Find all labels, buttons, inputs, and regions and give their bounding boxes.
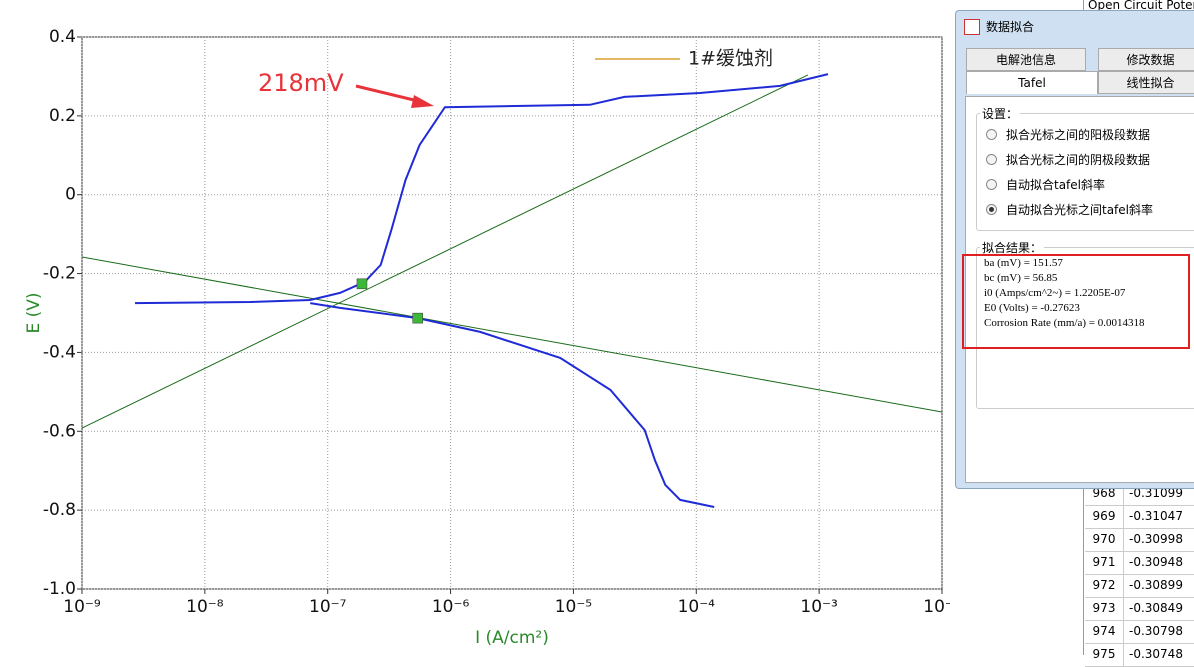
table-row: 973 -0.30849 [1085,597,1194,621]
tab-panel: 设置： 拟合光标之间的阳极段数据 拟合光标之间的阴极段数据 自动拟合tafel斜率自… [965,96,1194,483]
y-tick-label: -0.2 [43,264,76,284]
settings-label: 设置： [980,105,1021,122]
option-label[interactable]: 拟合光标之间的阳极段数据 [1006,128,1151,142]
row-value: -0.30849 [1129,601,1183,615]
table-row: 975 -0.30748 [1085,643,1194,667]
y-tick-label: -1.0 [43,579,76,599]
x-tick-label: 10⁻³ [800,597,837,617]
legend-label: 1#缓蚀剂 [688,48,773,70]
row-value: -0.30899 [1129,578,1183,592]
options: 拟合光标之间的阳极段数据 拟合光标之间的阴极段数据 自动拟合tafel斜率自动拟合光… [976,113,1194,233]
y-tick-label: 0 [65,185,76,205]
chart: -1.0 -0.8 -0.6 -0.4 -0.2 0 0.2 0.4 10⁻⁹ 10⁻⁸ 10⁻⁷ 1… [24,27,950,648]
x-tick-label: 10⁻² [923,597,950,617]
x-axis-label: I (A/cm²) [475,628,549,648]
row-index: 974 [1085,620,1124,643]
x-tick-label: 10⁻⁷ [309,597,347,617]
row-value: -0.30998 [1129,532,1183,546]
annotation: 218mV [258,69,344,97]
result-line: Corrosion Rate (mm/a) = 0.0014318 [984,317,1145,329]
result-line: bc (mV) = 56.85 [984,272,1058,284]
tab[interactable]: 线性拟合 [1098,71,1194,94]
row-index: 969 [1085,505,1124,528]
x-tick-label: 10⁻⁵ [555,597,592,617]
y-tick-label: 0.2 [49,106,76,126]
table-row: 970 -0.30998 [1085,528,1194,552]
row-index: 971 [1085,551,1124,574]
results-label: 拟合结果： [980,239,1045,256]
row-value: -0.30948 [1129,555,1183,569]
row-index: 973 [1085,597,1124,620]
row-value: -0.30798 [1129,624,1183,638]
y-axis-label: E (V) [24,292,44,333]
row-index: 968 [1085,482,1124,505]
result-line: E0 (Volts) = -0.27623 [984,302,1080,314]
cursor-marker [356,278,368,290]
fit-line [81,74,809,429]
y-tick-label: -0.6 [43,421,76,441]
annotation-arrowhead [411,95,434,108]
option-label[interactable]: 自动拟合tafel斜率 [1006,178,1106,192]
app-icon [964,19,980,35]
radio[interactable] [986,179,997,190]
plot-area [81,36,943,590]
cursor-marker [412,312,423,324]
column-header: Open Circuit Potent [1088,0,1194,12]
result-line: ba (mV) = 151.57 [984,257,1063,269]
table-row: 969 -0.31047 [1085,505,1194,529]
row-value: -0.31099 [1129,486,1183,500]
x-tick-label: 10⁻⁶ [432,597,470,617]
annotation-arrow [355,84,419,103]
x-tick-label: 10⁻⁹ [63,597,101,617]
row-index: 972 [1085,574,1124,597]
option-label[interactable]: 拟合光标之间的阴极段数据 [1006,153,1151,167]
settings-group [976,113,1194,231]
tab[interactable]: Tafel [966,71,1098,94]
y-tick-label: -0.8 [43,500,76,520]
tab[interactable]: 电解池信息 [966,48,1086,71]
y-tick-label: -0.4 [43,342,76,362]
highlight-box [962,254,1190,349]
row-index: 970 [1085,528,1124,551]
radio-dot [989,207,994,212]
radio[interactable] [986,204,997,215]
table-row: 968 -0.31099 [1085,482,1194,506]
dialog: 数据拟合 电解池信息 修改数据 Tafel 线性拟合 设置： 拟合光标之间的阳极段数据… [955,10,1194,489]
row-value: -0.31047 [1129,509,1183,523]
results: ba (mV) = 151.57 bc (mV) = 56.85 i0 (Amps/… [976,257,1194,357]
dialog-title: 数据拟合 [986,20,1035,34]
option-label[interactable]: 自动拟合光标之间tafel斜率 [1006,203,1154,217]
tab[interactable]: 修改数据 [1098,48,1194,71]
x-tick-label: 10⁻⁸ [186,597,224,617]
table-row: 972 -0.30899 [1085,574,1194,598]
fit-line [81,256,943,413]
table-row: 974 -0.30798 [1085,620,1194,644]
radio[interactable] [986,129,997,140]
x-tick-label: 10⁻⁴ [678,597,716,617]
y-tick-label: 0.4 [49,27,76,47]
data-line [134,73,829,508]
results-group [976,247,1194,409]
radio[interactable] [986,154,997,165]
table-row: 971 -0.30948 [1085,551,1194,575]
result-line: i0 (Amps/cm^2~) = 1.2205E-07 [984,287,1126,299]
